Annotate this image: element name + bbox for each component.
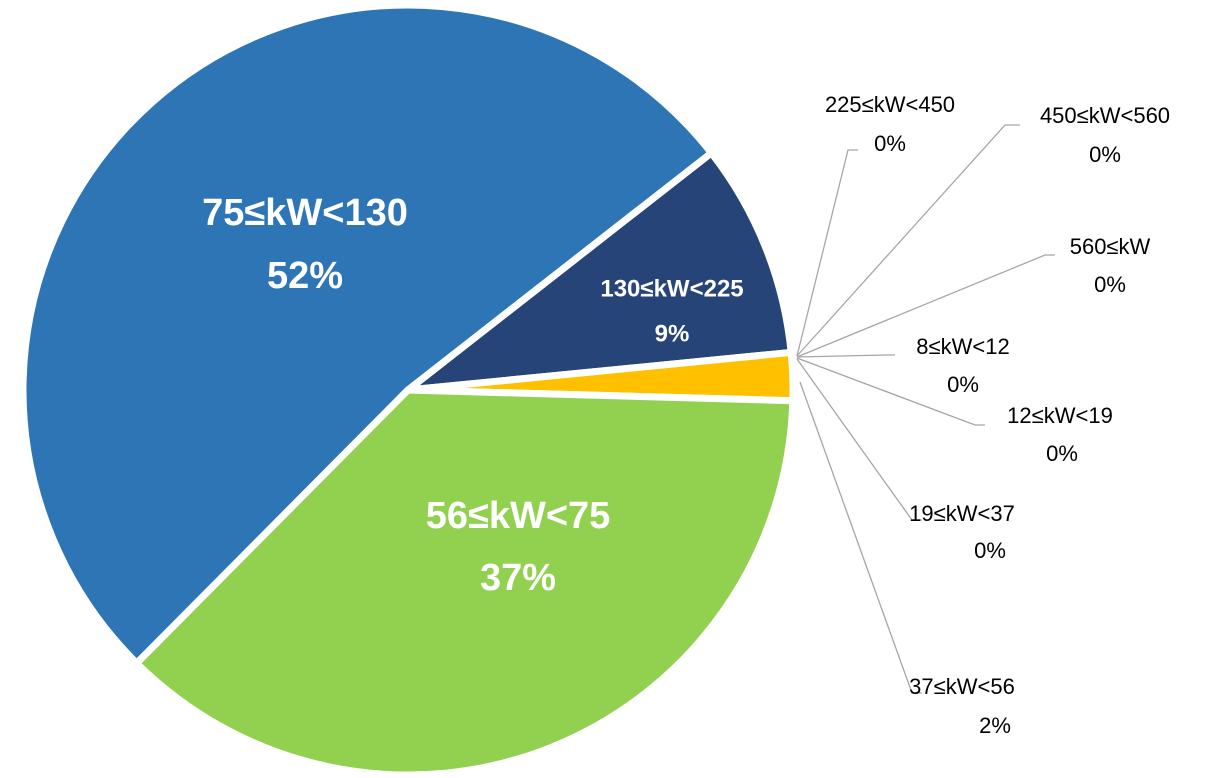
- pie-slice: [404, 149, 795, 394]
- value-label: 0%: [1089, 142, 1121, 167]
- pie-slice: [19, 1, 715, 667]
- leader-line: [796, 124, 1020, 357]
- category-label: 130≤kW<225: [600, 275, 743, 302]
- category-label: 450≤kW<560: [1040, 103, 1170, 128]
- value-label: 9%: [655, 320, 690, 347]
- leader-line: [796, 357, 985, 426]
- category-label: 560≤kW: [1070, 234, 1151, 259]
- category-label: 75≤kW<130: [202, 192, 408, 234]
- value-label: 0%: [1094, 272, 1126, 297]
- category-label: 19≤kW<37: [909, 501, 1015, 526]
- value-label: 0%: [947, 372, 979, 397]
- category-label: 12≤kW<19: [1007, 403, 1113, 428]
- value-label: 0%: [1046, 441, 1078, 466]
- value-label: 2%: [979, 713, 1011, 738]
- leader-line: [796, 149, 858, 357]
- category-label: 56≤kW<75: [426, 495, 611, 537]
- leader-line: [796, 354, 895, 358]
- pie-slice: [133, 386, 797, 778]
- leader-line: [796, 254, 1055, 358]
- category-label: 8≤kW<12: [916, 334, 1009, 359]
- leader-line: [799, 381, 922, 694]
- leader-line: [796, 358, 922, 521]
- value-label: 0%: [974, 538, 1006, 563]
- category-label: 37≤kW<56: [909, 674, 1015, 699]
- value-label: 37%: [480, 557, 556, 599]
- value-label: 0%: [874, 131, 906, 156]
- value-label: 52%: [267, 255, 343, 297]
- category-label: 225≤kW<450: [825, 92, 955, 117]
